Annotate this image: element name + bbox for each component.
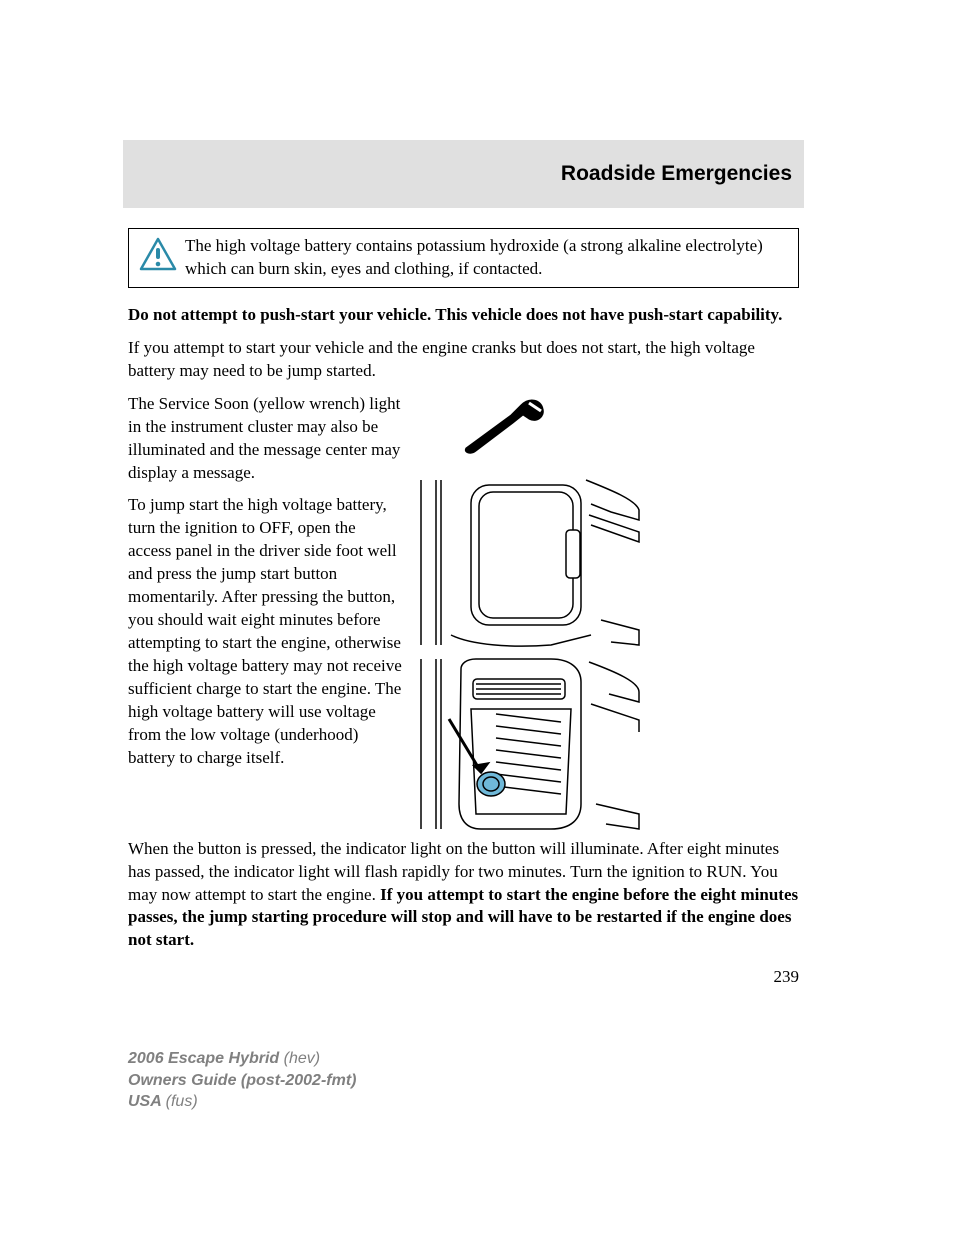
footer-model: 2006 Escape Hybrid (128, 1050, 284, 1067)
warning-triangle-icon (139, 237, 177, 271)
footer-guide: Owners Guide (post-2002-fmt) (128, 1070, 356, 1092)
warning-box: The high voltage battery contains potass… (128, 228, 799, 288)
section-title: Roadside Emergencies (561, 160, 792, 188)
body-para-1: If you attempt to start your vehicle and… (128, 337, 799, 383)
wrench-icon (451, 393, 551, 463)
warning-text: The high voltage battery contains potass… (185, 236, 763, 278)
document-footer: 2006 Escape Hybrid (hev) Owners Guide (p… (128, 1048, 356, 1113)
body-para-4: When the button is pressed, the indicato… (128, 838, 799, 953)
footer-model-code: (hev) (284, 1050, 320, 1067)
access-panel-closed-figure (411, 470, 641, 650)
page-number: 239 (128, 966, 799, 989)
body-para-2: The Service Soon (yellow wrench) light i… (128, 393, 403, 485)
access-panel-open-figure (411, 654, 641, 834)
footer-region-code: (fus) (166, 1093, 198, 1110)
body-para-3: To jump start the high voltage battery, … (128, 494, 403, 769)
section-header: Roadside Emergencies (123, 140, 804, 208)
no-push-start-notice: Do not attempt to push-start your vehicl… (128, 304, 799, 327)
footer-region: USA (128, 1093, 166, 1110)
